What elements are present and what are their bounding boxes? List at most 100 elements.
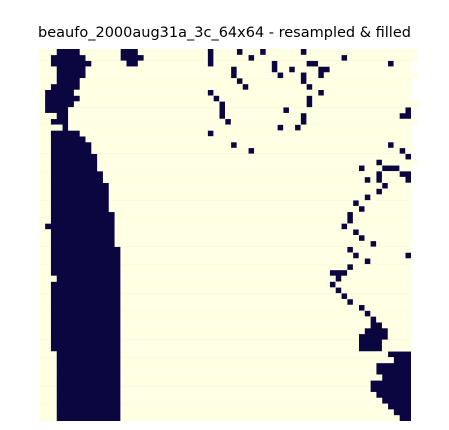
heatmap-cell-run (79, 83, 243, 90)
heatmap-cell-run (39, 182, 51, 189)
heatmap-cell-run (39, 66, 57, 73)
heatmap-cell-run (108, 182, 383, 189)
heatmap-cell-run (39, 362, 57, 369)
heatmap-cell-run (120, 287, 336, 294)
heatmap-cell-run (312, 83, 412, 90)
heatmap-cell-run (358, 200, 412, 207)
heatmap-cell-run (39, 264, 51, 271)
heatmap-cell-run (335, 281, 412, 288)
heatmap-cell-run (39, 107, 46, 114)
heatmap-cell-run (39, 415, 57, 422)
heatmap-cell-run (213, 49, 237, 56)
heatmap-cell-run (68, 118, 226, 125)
heatmap-cell-run (39, 118, 51, 125)
heatmap-cell-run (120, 333, 359, 340)
heatmap-cell-run (381, 171, 400, 178)
heatmap-cell-run (39, 153, 51, 160)
heatmap-cell-run (248, 83, 307, 90)
heatmap-cell-run (114, 223, 342, 230)
heatmap-cell-run (254, 147, 400, 154)
heatmap-cell-run (143, 54, 208, 61)
heatmap-cell-run (225, 107, 284, 114)
heatmap-cell-run (120, 269, 330, 276)
heatmap-cell-run (39, 409, 57, 416)
heatmap-cell-run (370, 258, 412, 265)
heatmap-cell-run (39, 49, 57, 56)
heatmap-cell-run (387, 182, 412, 189)
heatmap-cell-run (39, 357, 57, 364)
heatmap-cell-run (73, 101, 220, 108)
heatmap-cell-run (120, 368, 377, 375)
heatmap-cell-run (39, 368, 57, 375)
heatmap-cell-run (283, 124, 296, 131)
heatmap-cell-run (381, 339, 412, 346)
heatmap-cell-run (39, 95, 46, 102)
heatmap-cell-run (85, 136, 412, 143)
heatmap-cell-run (358, 229, 412, 236)
heatmap-cell-run (39, 235, 51, 242)
heatmap-cell-run (137, 60, 208, 67)
heatmap-cell-run (120, 281, 330, 288)
heatmap-cell-run (39, 171, 51, 178)
heatmap-cell-run (277, 66, 290, 73)
heatmap-cell-run (323, 72, 418, 79)
heatmap-cell-run (39, 380, 57, 387)
heatmap-cell-run (108, 188, 377, 195)
heatmap-cell-run (114, 229, 354, 236)
heatmap-cell-run (39, 101, 46, 108)
heatmap-cell-run (114, 211, 348, 218)
heatmap-cell-run (39, 240, 51, 247)
heatmap-cell-run (352, 217, 412, 224)
heatmap-cell-run (39, 124, 63, 131)
heatmap-cell-run (347, 54, 418, 61)
heatmap-cell-run (236, 142, 389, 149)
heatmap-cell-run (108, 205, 359, 213)
heatmap-cell-run (39, 83, 51, 90)
heatmap-cell-run (120, 322, 371, 329)
heatmap-cell-run (120, 298, 348, 306)
heatmap-cell-run (120, 391, 377, 399)
heatmap-cell-run (120, 386, 371, 393)
heatmap-cell-run (120, 316, 371, 323)
heatmap-cell-run (352, 264, 412, 271)
heatmap-cell-run (120, 397, 383, 404)
heatmap-cell-run (120, 415, 400, 422)
heatmap-cell-run (39, 60, 51, 67)
heatmap-cell-run (39, 322, 51, 329)
heatmap-cell-run (120, 275, 336, 282)
heatmap-cell-run (79, 78, 237, 85)
heatmap-cell-run (288, 107, 406, 114)
heatmap-cell-run (39, 142, 51, 149)
heatmap-cell-run (347, 269, 412, 276)
heatmap-cell-run (79, 130, 208, 137)
heatmap-cell-run (364, 304, 412, 311)
heatmap-cell-run (120, 380, 371, 387)
heatmap-cell-run (39, 386, 57, 393)
heatmap-cell-run (85, 54, 121, 61)
heatmap-cell-run (120, 328, 365, 335)
heatmap-cell-run (213, 54, 249, 61)
heatmap-cell-run (39, 391, 57, 399)
heatmap-cell-run (230, 118, 301, 125)
heatmap-cell-run (318, 60, 389, 67)
heatmap-cell-run (312, 95, 412, 102)
heatmap-cell-run (108, 194, 365, 201)
heatmap-cell-run (97, 153, 406, 160)
heatmap-cell-run (114, 240, 371, 247)
heatmap-cell-run (283, 72, 301, 79)
heatmap-cell-run (405, 147, 412, 154)
heatmap-cell-run (39, 287, 51, 294)
heatmap-cell-run (358, 252, 406, 259)
heatmap-cell-run (102, 171, 377, 178)
heatmap-cell-run (39, 275, 57, 282)
heatmap-cell-run (91, 147, 249, 154)
heatmap-cell-run (376, 316, 412, 323)
heatmap-cell-run (347, 223, 412, 230)
heatmap-cell-run (387, 333, 412, 340)
heatmap-cell-run (39, 54, 51, 61)
heatmap-cell-run (364, 165, 383, 172)
heatmap-cell-run (39, 293, 51, 300)
heatmap-cell-run (39, 136, 51, 143)
heatmap-cell-run (254, 54, 342, 61)
